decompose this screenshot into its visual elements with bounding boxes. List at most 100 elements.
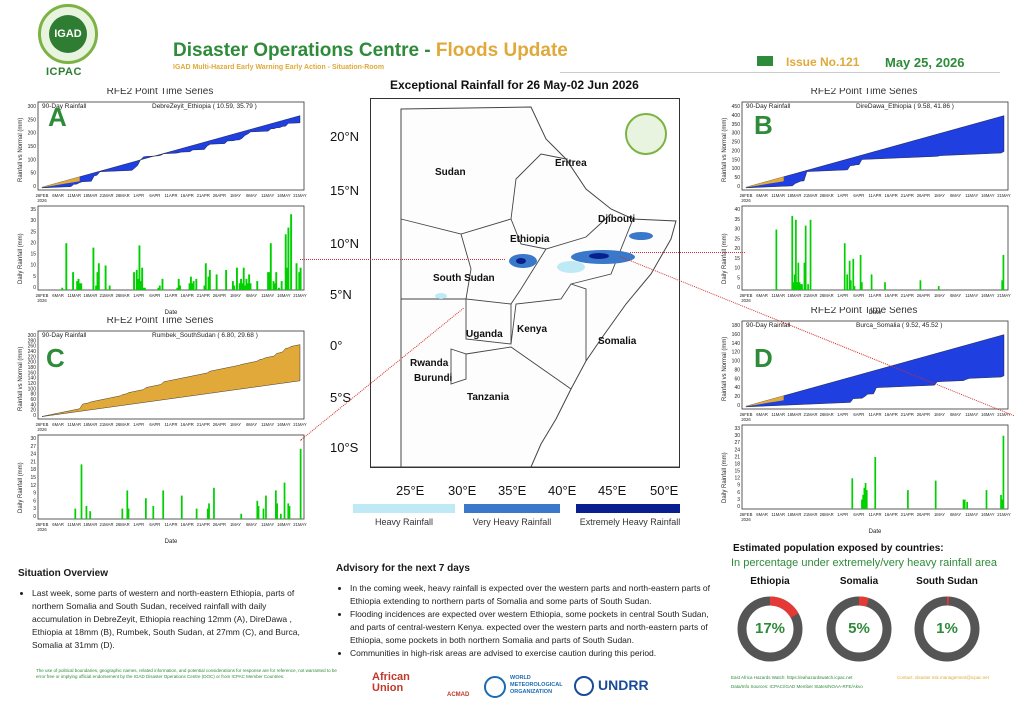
- date-tick: 21MAY: [997, 412, 1011, 417]
- legend-extreme-label: Extremely Heavy Rainfall: [579, 517, 681, 527]
- date-tick: 6MAY: [246, 422, 257, 427]
- top-y-tick: 160: [732, 332, 741, 338]
- daily-rain-bar: [231, 281, 234, 290]
- bottom-y-tick: 6: [737, 490, 740, 496]
- top-y-axis-label: Rainfall vs Normal (mm): [18, 118, 24, 182]
- daily-rain-bar: [809, 219, 812, 290]
- country-label-djibouti: Djibouti: [598, 214, 636, 225]
- daily-rain-bar: [262, 508, 265, 519]
- bottom-y-tick: 24: [734, 447, 740, 453]
- daily-rain-bar: [78, 283, 81, 290]
- date-tick: 2026: [741, 517, 751, 522]
- daily-rain-bar: [245, 278, 248, 290]
- date-tick: 21APR: [197, 293, 210, 298]
- top-y-tick: 60: [734, 376, 740, 382]
- daily-rain-bar: [179, 285, 182, 290]
- date-tick: 6APR: [149, 293, 160, 298]
- sources-line-1: East Africa Hazards Watch: https://eahaz…: [731, 675, 853, 680]
- date-tick: 26APR: [213, 422, 226, 427]
- bottom-y-tick: 15: [30, 252, 36, 258]
- cumulative-band-early: [746, 176, 784, 188]
- date-tick: 6MAY: [950, 293, 961, 298]
- daily-rain-bar: [72, 272, 75, 290]
- donut-country-name: Ethiopia: [750, 576, 790, 587]
- date-tick: 16MAR: [83, 293, 97, 298]
- date-tick: 6MAR: [756, 512, 768, 517]
- date-tick: 21APR: [901, 512, 914, 517]
- daily-rain-bar: [152, 506, 155, 519]
- bottom-y-tick: 21: [734, 454, 740, 460]
- partner-african-union: African Union: [372, 671, 410, 694]
- top-y-tick: 140: [732, 341, 741, 347]
- top-y-tick: 100: [732, 359, 741, 365]
- advisory-item: Communities in high-risk areas are advis…: [350, 647, 716, 660]
- daily-rain-bar: [207, 276, 210, 290]
- daily-rain-bar: [242, 267, 245, 290]
- date-tick: 21MAR: [804, 512, 818, 517]
- bottom-y-tick: 0: [737, 504, 740, 510]
- longitude-label: 40°E: [548, 483, 577, 498]
- date-tick: 21APR: [901, 193, 914, 198]
- date-tick: 1MAY: [934, 293, 945, 298]
- date-tick: 6APR: [149, 422, 160, 427]
- donut-value: 5%: [848, 620, 870, 637]
- daily-rain-bar: [141, 267, 144, 290]
- daily-rain-bar: [265, 495, 267, 519]
- daily-rain-bar: [919, 280, 922, 290]
- bottom-y-tick: 5: [33, 274, 36, 280]
- date-tick: 16MAY: [981, 293, 995, 298]
- daily-rain-bar: [85, 506, 88, 519]
- bottom-y-tick: 18: [30, 467, 36, 473]
- daily-rain-bar: [142, 287, 145, 290]
- daily-rain-bar: [162, 490, 165, 519]
- date-tick: 11APR: [165, 293, 178, 298]
- period-label: 90-Day Rainfall: [746, 103, 791, 110]
- daily-rain-bar: [269, 243, 272, 290]
- daily-rain-bar: [299, 267, 302, 290]
- top-y-tick: 0: [737, 403, 740, 409]
- daily-rain-bar: [176, 287, 179, 290]
- bottom-y-tick: 15: [734, 469, 740, 475]
- bottom-y-axis-label: Daily Rainfall (mm): [18, 462, 24, 513]
- daily-rain-bar: [233, 285, 236, 290]
- daily-rain-bar: [96, 272, 99, 290]
- top-y-tick: 100: [28, 386, 37, 392]
- date-tick: 6MAR: [52, 522, 64, 527]
- daily-rain-bar: [275, 490, 277, 519]
- top-y-tick: 150: [28, 144, 37, 150]
- partner-acmad: ACMAD: [447, 692, 470, 698]
- daily-rain-bar: [208, 503, 210, 519]
- bottom-y-tick: 0: [737, 285, 740, 291]
- igad-logo-text: IGAD: [49, 15, 87, 53]
- latitude-label: 5°N: [330, 287, 352, 302]
- date-tick: 2026: [741, 417, 751, 422]
- top-y-tick: 50: [734, 175, 740, 181]
- map-svg: [371, 99, 679, 467]
- date-tick: 26MAR: [820, 293, 834, 298]
- bottom-y-tick: 40: [734, 207, 740, 213]
- longitude-label: 50°E: [650, 483, 679, 498]
- series-title: RFE2 Point Time Series: [107, 317, 214, 326]
- daily-rain-bar: [206, 508, 209, 519]
- bottom-y-tick: 15: [734, 256, 740, 262]
- date-tick: 21MAY: [997, 193, 1011, 198]
- daily-rain-bar: [225, 269, 228, 290]
- daily-rain-bar: [121, 508, 124, 519]
- date-tick: 1MAY: [230, 422, 241, 427]
- date-tick: 16MAY: [277, 422, 291, 427]
- cumulative-band-early: [42, 176, 80, 188]
- date-tick: 16MAR: [787, 193, 801, 198]
- daily-rain-bar: [238, 283, 241, 290]
- date-tick: 11MAR: [67, 293, 81, 298]
- bottom-y-tick: 21: [30, 459, 36, 465]
- population-subtitle: In percentage under extremely/very heavy…: [731, 557, 997, 569]
- donut-country-name: South Sudan: [916, 576, 978, 587]
- bottom-y-tick: 10: [30, 263, 36, 269]
- date-tick: 21MAR: [804, 412, 818, 417]
- legend-heavy-swatch: [353, 504, 455, 513]
- daily-rain-bar: [937, 286, 940, 290]
- rainfall-map: [370, 98, 680, 468]
- date-tick: 16APR: [180, 293, 193, 298]
- series-title: RFE2 Point Time Series: [811, 88, 918, 97]
- situation-text: Last week, some parts of western and nor…: [32, 587, 318, 652]
